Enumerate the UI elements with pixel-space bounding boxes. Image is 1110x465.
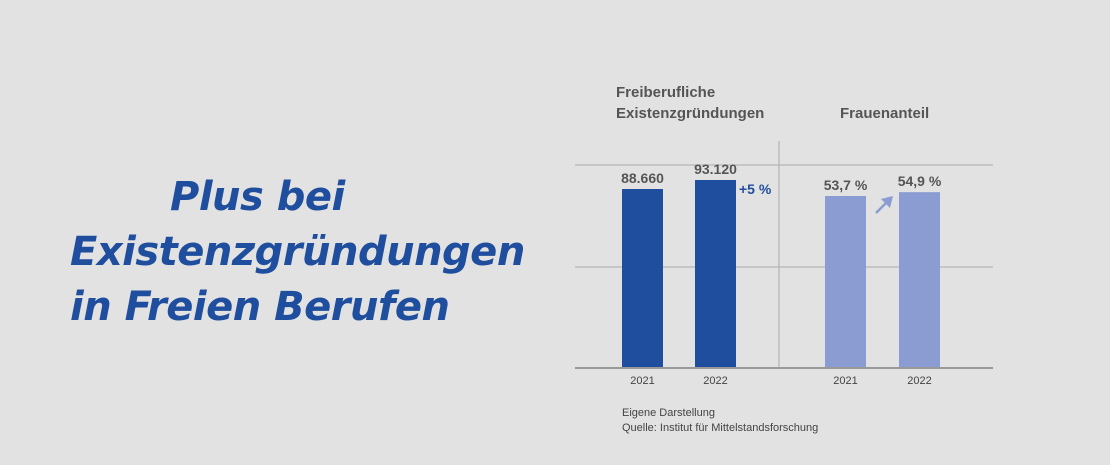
arrow-up-right-icon-head bbox=[881, 196, 893, 208]
footnote-note: Eigene Darstellung bbox=[622, 407, 715, 419]
headline-line-1: Plus bei bbox=[170, 174, 345, 220]
value-label-frauenanteil-2021: 53,7 % bbox=[824, 177, 868, 193]
headline: Plus bei Existenzgründungen in Freien Be… bbox=[70, 170, 540, 335]
bar-existenzgruendungen-2022 bbox=[695, 179, 736, 368]
bar-frauenanteil-2021 bbox=[825, 196, 866, 368]
tick-label-existenzgruendungen-2022: 2022 bbox=[703, 375, 727, 387]
bar-frauenanteil-2022 bbox=[899, 192, 940, 368]
tick-label-frauenanteil-2021: 2021 bbox=[833, 375, 857, 387]
tick-label-frauenanteil-2022: 2022 bbox=[907, 375, 931, 387]
bar-existenzgruendungen-2021 bbox=[622, 189, 663, 368]
headline-line-2: Existenzgründungen bbox=[70, 229, 525, 275]
value-label-existenzgruendungen-2022: 93.120 bbox=[694, 161, 737, 177]
footnote: Eigene Darstellung Quelle: Institut für … bbox=[622, 406, 818, 436]
chart-title-existenzgruendungen: Freiberufliche Existenzgründungen bbox=[616, 82, 764, 124]
chart-title-frauenanteil: Frauenanteil bbox=[840, 105, 930, 122]
headline-line-3: in Freien Berufen bbox=[70, 284, 450, 330]
chart-title-line-1: Freiberufliche bbox=[616, 84, 716, 101]
value-label-existenzgruendungen-2021: 88.660 bbox=[621, 170, 664, 186]
tick-label-existenzgruendungen-2021: 2021 bbox=[630, 375, 654, 387]
change-label-existenzgruendungen: +5 % bbox=[739, 181, 772, 197]
value-label-frauenanteil-2022: 54,9 % bbox=[898, 173, 942, 189]
chart-title-line-2: Existenzgründungen bbox=[616, 105, 765, 122]
footnote-source: Quelle: Institut für Mittelstandsforschu… bbox=[622, 422, 819, 434]
